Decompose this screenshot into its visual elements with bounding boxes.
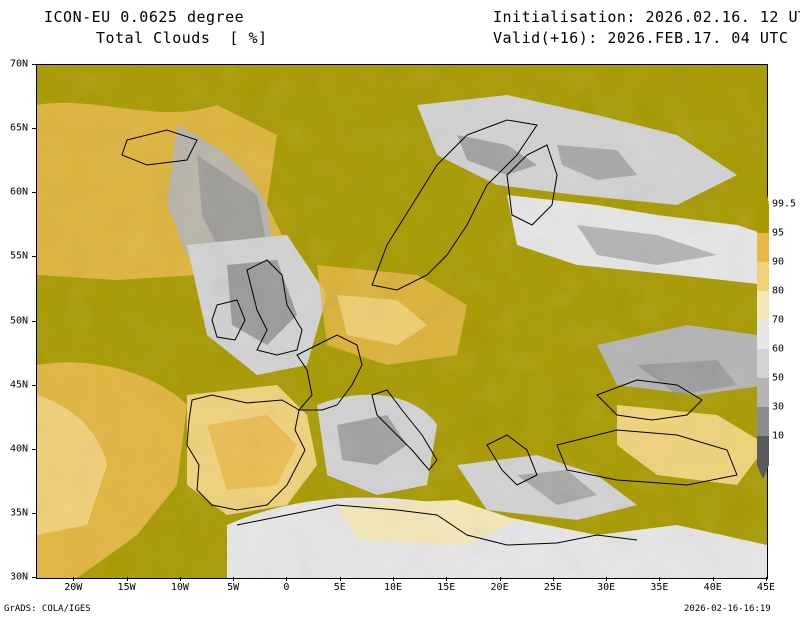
- lat-tick: [32, 577, 36, 578]
- legend-label: 30: [772, 401, 785, 413]
- lat-label: 35N: [9, 507, 28, 519]
- lat-tick: [32, 384, 36, 386]
- lat-tick: [32, 64, 36, 65]
- field-title: Total Clouds [ %]: [96, 29, 268, 47]
- legend-swatch: [757, 407, 769, 436]
- lat-tick: [32, 192, 36, 194]
- coast-ireland: [211, 299, 246, 341]
- lat-label: 40N: [9, 443, 28, 455]
- valid-time: Valid(+16): 2026.FEB.17. 04 UTC: [493, 29, 789, 47]
- legend-bottom-arrow: [757, 465, 769, 479]
- lat-tick: [32, 128, 36, 130]
- lon-label: 35E: [650, 582, 669, 593]
- footer-left: GrADS: COLA/IGES: [4, 604, 91, 614]
- lon-label: 10E: [383, 582, 403, 593]
- legend-label: 99.5: [772, 198, 797, 210]
- lon-tick: [339, 577, 341, 581]
- legend-label: 90: [772, 256, 785, 268]
- lon-tick: [552, 577, 554, 581]
- legend-swatch: [757, 204, 769, 233]
- lon-label: 5W: [227, 582, 240, 593]
- legend-label: 60: [772, 343, 785, 355]
- legend-swatch: [757, 262, 769, 291]
- lon-tick: [126, 577, 128, 581]
- lon-label: 25E: [543, 582, 562, 593]
- lon-tick: [712, 577, 714, 581]
- legend-label: 50: [772, 372, 785, 384]
- lon-label: 30E: [597, 582, 616, 593]
- lon-tick: [499, 577, 501, 581]
- legend-top-arrow: [757, 176, 769, 204]
- legend-swatch: [757, 291, 769, 320]
- lat-label: 70N: [9, 58, 28, 70]
- coast-france: [296, 334, 363, 411]
- init-time: Initialisation: 2026.02.16. 12 UTC: [493, 8, 800, 26]
- lat-label: 65N: [9, 122, 28, 134]
- lon-tick: [73, 577, 75, 581]
- lon-tick: [766, 577, 767, 581]
- legend-swatch: [757, 233, 769, 262]
- lat-label: 30N: [9, 571, 28, 583]
- cloud-field-svg: [37, 65, 767, 578]
- coast-turkey: [556, 429, 738, 486]
- coast-britain: [246, 259, 303, 356]
- lon-label: 0: [283, 582, 290, 593]
- lat-label: 60N: [9, 186, 28, 198]
- lon-tick: [286, 577, 288, 581]
- lon-label: 20W: [64, 582, 83, 593]
- lon-tick: [179, 577, 181, 581]
- lat-tick: [32, 448, 36, 450]
- lon-tick: [606, 577, 608, 581]
- lat-tick: [32, 512, 36, 514]
- coastlines: [121, 119, 738, 546]
- lon-tick: [659, 577, 661, 581]
- legend-swatch: [757, 320, 769, 349]
- lat-tick: [32, 320, 36, 322]
- lon-label: 15E: [437, 582, 456, 593]
- coast-iceland: [121, 129, 198, 166]
- coast-italy: [371, 389, 438, 471]
- coast-iberia: [186, 394, 306, 511]
- coast-scandinavia: [371, 119, 538, 291]
- coast-black-sea: [596, 379, 703, 421]
- footer-right: 2026-02-16-16:19: [684, 604, 771, 614]
- legend-label: 70: [772, 314, 785, 326]
- legend-label: 80: [772, 285, 785, 297]
- lon-tick: [393, 577, 394, 581]
- legend-swatch: [757, 349, 769, 378]
- lon-tick: [446, 577, 448, 581]
- legend-label: 10: [772, 430, 785, 442]
- lon-label: 15W: [117, 582, 136, 593]
- legend-label: 95: [772, 227, 785, 239]
- coast-finland: [506, 144, 558, 226]
- legend-swatch: [757, 436, 769, 465]
- lat-label: 45N: [9, 379, 28, 391]
- lat-tick: [32, 256, 36, 258]
- lon-tick: [233, 577, 235, 581]
- lat-label: 50N: [9, 315, 28, 326]
- lat-label: 55N: [9, 250, 28, 262]
- legend-swatch: [757, 378, 769, 407]
- cloud-map: [36, 64, 768, 579]
- lon-label: 5E: [333, 582, 346, 593]
- model-title: ICON-EU 0.0625 degree: [44, 8, 245, 26]
- cloud-texture: [37, 65, 767, 578]
- lon-label: 45E: [756, 582, 776, 593]
- lon-label: 40E: [703, 582, 722, 593]
- coast-north-africa: [236, 504, 638, 546]
- lon-label: 10W: [170, 582, 189, 593]
- lon-label: 20E: [490, 582, 509, 593]
- coast-greece: [486, 434, 538, 486]
